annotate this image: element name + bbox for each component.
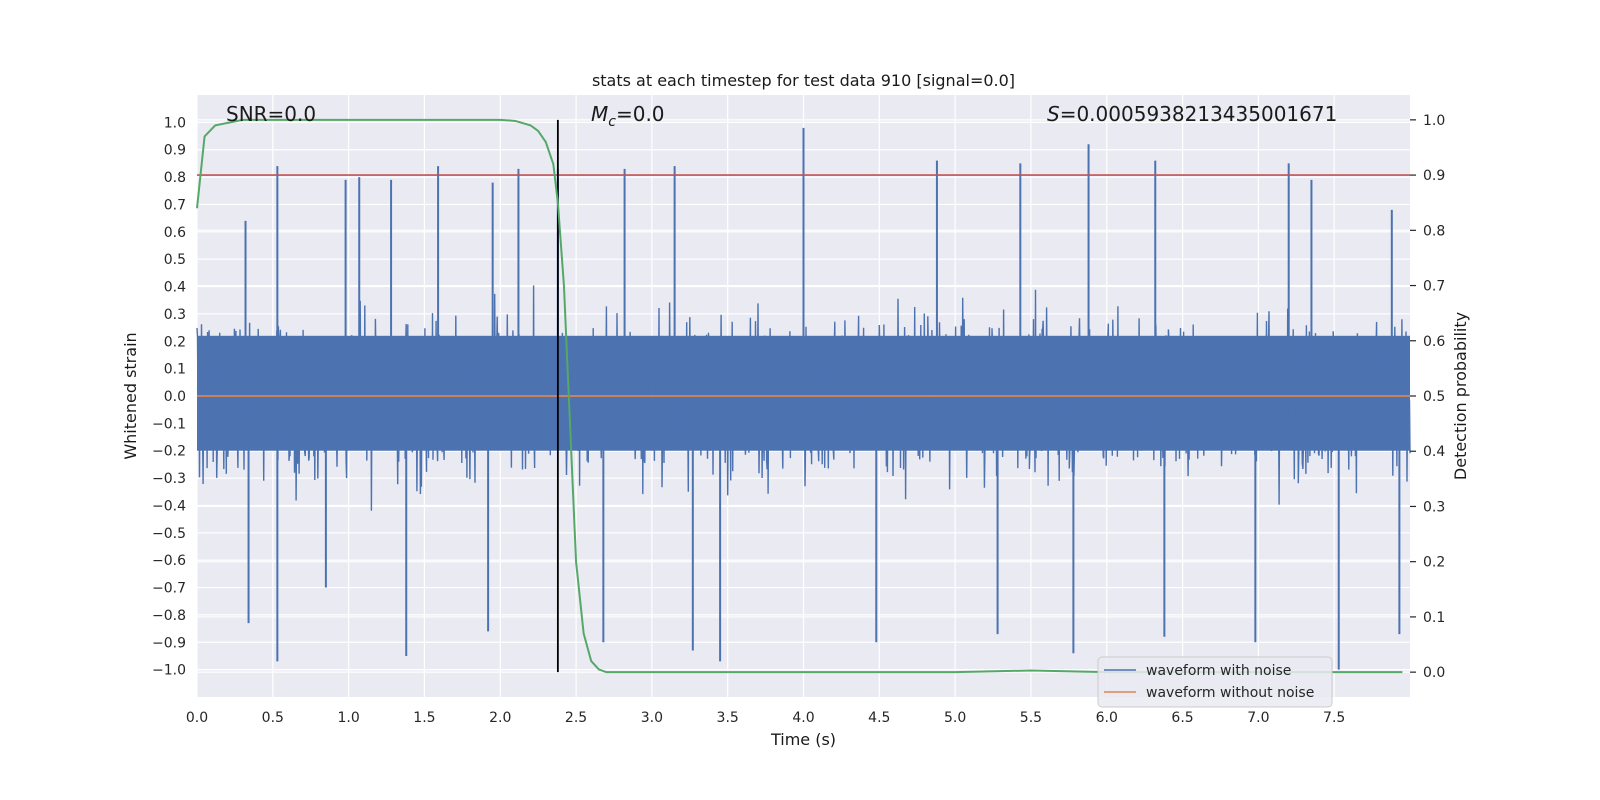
mc-symbol: M [591, 102, 608, 126]
y-tick-label: −0.5 [152, 526, 186, 542]
y-tick-label: −0.8 [152, 608, 186, 624]
y-tick-label: 0.9 [164, 143, 186, 159]
y-tick-label: 1.0 [164, 115, 186, 131]
y2-tick-label: 0.8 [1423, 223, 1445, 239]
y-tick-label: −1.0 [152, 663, 186, 679]
x-tick-label: 6.0 [1096, 710, 1118, 726]
y2-axis-label: Detection probability [1451, 312, 1470, 480]
x-tick-label: 7.0 [1247, 710, 1269, 726]
y-tick-label: −0.1 [152, 416, 186, 432]
y2-tick-label: 0.4 [1423, 444, 1445, 460]
s-annotation: S=0.0005938213435001671 [1047, 102, 1337, 126]
y-tick-label: 0.1 [164, 362, 186, 378]
x-tick-label: 0.5 [262, 710, 284, 726]
y-tick-label: −0.4 [152, 498, 186, 514]
x-tick-label: 7.5 [1323, 710, 1345, 726]
y2-tick-label: 0.0 [1423, 665, 1445, 681]
legend-label-clean: waveform without noise [1146, 685, 1314, 701]
y-tick-label: −0.3 [152, 471, 186, 487]
legend: waveform with noise waveform without noi… [1097, 656, 1333, 708]
x-tick-label: 5.5 [1020, 710, 1042, 726]
x-tick-label: 5.0 [944, 710, 966, 726]
series-layer [196, 118, 1410, 674]
y-tick-label: −0.6 [152, 553, 186, 569]
x-tick-label: 4.5 [868, 710, 890, 726]
chirp-mass-annotation: Mc=0.0 [591, 102, 665, 130]
s-symbol: S [1047, 102, 1060, 126]
s-value: =0.0005938213435001671 [1060, 102, 1338, 126]
y-tick-label: 0.0 [164, 389, 186, 405]
y2-tick-label: 0.7 [1423, 279, 1445, 295]
y-axis-label: Whitened strain [121, 332, 140, 459]
y2-tick-label: 0.5 [1423, 389, 1445, 405]
snr-annotation: SNR=0.0 [226, 102, 316, 126]
y-tick-label: 0.3 [164, 307, 186, 323]
y-tick-label: 0.4 [164, 280, 186, 296]
x-tick-label: 3.5 [717, 710, 739, 726]
y2-tick-label: 1.0 [1423, 113, 1445, 129]
mc-value: =0.0 [616, 102, 665, 126]
x-tick-label: 4.0 [792, 710, 814, 726]
x-tick-label: 0.0 [186, 710, 208, 726]
y-tick-label: 0.5 [164, 252, 186, 268]
y2-tick-label: 0.2 [1423, 555, 1445, 571]
y-tick-label: 0.8 [164, 170, 186, 186]
series-line-detection-probability [196, 118, 1403, 674]
y-tick-label: 0.2 [164, 334, 186, 350]
x-tick-label: 2.0 [489, 710, 511, 726]
x-tick-label: 1.0 [337, 710, 359, 726]
x-tick-label: 2.5 [565, 710, 587, 726]
y2-tick-label: 0.9 [1423, 168, 1445, 184]
x-tick-label: 6.5 [1171, 710, 1193, 726]
y2-tick-label: 0.1 [1423, 610, 1445, 626]
legend-label-noisy: waveform with noise [1146, 663, 1291, 679]
x-axis-label: Time (s) [770, 730, 836, 749]
y-tick-label: −0.9 [152, 635, 186, 651]
y-tick-label: 0.6 [164, 225, 186, 241]
noise-waveform-layer [196, 127, 1411, 670]
x-tick-label: 3.0 [641, 710, 663, 726]
y2-tick-label: 0.3 [1423, 499, 1445, 515]
chart-title: stats at each timestep for test data 910… [592, 71, 1015, 90]
mc-subscript: c [608, 114, 616, 130]
y-tick-label: −0.2 [152, 444, 186, 460]
x-tick-label: 1.5 [413, 710, 435, 726]
legend-box [1097, 656, 1333, 708]
y2-tick-label: 0.6 [1423, 334, 1445, 350]
ticks-layer: 0.0 0.5 1.0 1.5 2.0 2.5 3.0 3.5 4.0 4.5 5.0 5.5 6.0 6… [152, 113, 1445, 726]
y-tick-label: 0.7 [164, 197, 186, 213]
y-tick-label: −0.7 [152, 581, 186, 597]
